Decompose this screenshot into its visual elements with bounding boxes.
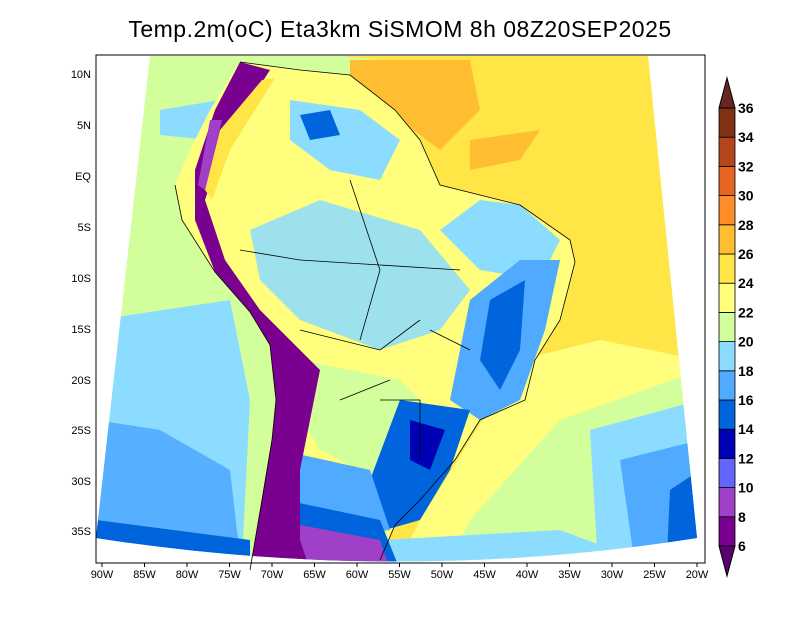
latitude-axis: 10N 5N EQ 5S 10S 15S 20S 25S 30S 35S <box>71 69 92 538</box>
colorbar-swatch <box>718 311 736 342</box>
colorbar-swatch <box>718 370 736 401</box>
colorbar-swatch <box>718 195 736 226</box>
colorbar-label: 14 <box>738 421 754 437</box>
colorbar-label: 10 <box>738 480 754 496</box>
colorbar-label: 28 <box>738 217 754 233</box>
lon-label: 40W <box>516 569 539 581</box>
colorbar-label: 20 <box>738 334 754 350</box>
lat-label: 5N <box>77 120 91 132</box>
colorbar-swatch <box>718 399 736 430</box>
colorbar-swatch <box>718 224 736 255</box>
lon-label: 75W <box>218 569 241 581</box>
longitude-axis: 90W 85W 80W 75W 70W 65W 60W 55W 50W 45W 40W 35W 30W 2… <box>91 563 709 581</box>
lon-label: 30W <box>601 569 624 581</box>
lon-label: 60W <box>346 569 369 581</box>
lat-label: 15S <box>71 324 91 336</box>
colorbar-label: 16 <box>738 392 754 408</box>
colorbar-swatch <box>718 282 736 313</box>
colorbar-label: 6 <box>738 538 746 554</box>
lat-label: 10S <box>71 273 91 285</box>
colorbar-label: 8 <box>738 509 746 525</box>
lat-label: EQ <box>75 171 91 183</box>
lat-label: 35S <box>71 526 91 538</box>
colorbar: 6 8 10 12 14 16 18 20 22 24 26 28 30 32 34 36 <box>718 76 754 578</box>
lat-label: 30S <box>71 476 91 488</box>
colorbar-label: 24 <box>738 275 754 291</box>
colorbar-under-arrow <box>718 545 736 578</box>
lon-label: 65W <box>303 569 326 581</box>
lat-label: 25S <box>71 425 91 437</box>
lon-label: 20W <box>686 569 709 581</box>
colorbar-swatch <box>718 341 736 372</box>
colorbar-label: 32 <box>738 158 754 174</box>
lon-label: 50W <box>431 569 454 581</box>
map-frame <box>95 54 706 564</box>
lon-label: 25W <box>643 569 666 581</box>
temperature-field <box>96 56 697 562</box>
colorbar-swatch <box>718 457 736 488</box>
map-title: Temp.2m(oC) Eta3km SiSMOM 8h 08Z20SEP202… <box>128 16 672 42</box>
colorbar-swatch <box>718 253 736 284</box>
colorbar-label: 18 <box>738 363 754 379</box>
colorbar-label: 12 <box>738 450 754 466</box>
colorbar-swatch <box>718 136 736 167</box>
lon-label: 70W <box>261 569 284 581</box>
colorbar-swatch <box>718 516 736 547</box>
lat-label: 10N <box>71 69 91 81</box>
lat-label: 20S <box>71 375 91 387</box>
colorbar-over-arrow <box>718 76 736 109</box>
colorbar-swatch <box>718 487 736 518</box>
colorbar-swatch <box>718 428 736 459</box>
lon-label: 55W <box>388 569 411 581</box>
colorbar-label: 26 <box>738 246 754 262</box>
lon-label: 45W <box>473 569 496 581</box>
colorbar-swatch <box>718 107 736 138</box>
lon-label: 85W <box>133 569 156 581</box>
lon-label: 80W <box>176 569 199 581</box>
lon-label: 90W <box>91 569 114 581</box>
lon-label: 35W <box>558 569 581 581</box>
colorbar-label: 30 <box>738 188 754 204</box>
lat-label: 5S <box>78 222 91 234</box>
colorbar-label: 22 <box>738 304 754 320</box>
colorbar-swatch <box>718 165 736 196</box>
colorbar-label: 34 <box>738 129 754 145</box>
coastlines-and-borders <box>174 61 576 571</box>
colorbar-label: 36 <box>738 100 754 116</box>
